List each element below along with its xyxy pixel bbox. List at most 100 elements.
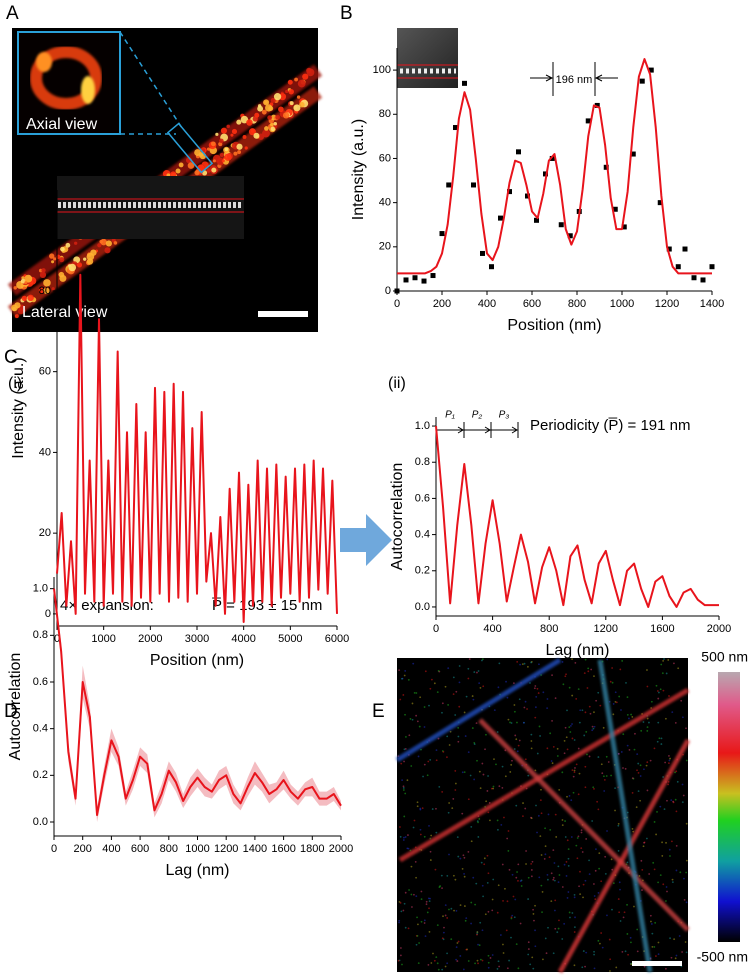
speck bbox=[473, 778, 476, 781]
speck bbox=[573, 964, 576, 967]
spot bbox=[262, 129, 270, 138]
speck bbox=[476, 931, 479, 934]
inset-label: Axial view bbox=[26, 116, 98, 133]
speck bbox=[476, 959, 479, 962]
fiber bbox=[398, 687, 690, 863]
x-tick-label: 1200 bbox=[214, 843, 238, 855]
speck bbox=[604, 872, 607, 875]
speck bbox=[512, 895, 515, 898]
speck bbox=[530, 816, 532, 819]
y-tick-label: 60 bbox=[39, 366, 51, 378]
speck bbox=[514, 734, 517, 737]
speck bbox=[617, 850, 620, 852]
speck bbox=[670, 956, 673, 959]
point bbox=[471, 182, 476, 188]
spot bbox=[97, 243, 102, 248]
speck bbox=[436, 691, 439, 694]
point bbox=[648, 67, 654, 73]
speck bbox=[412, 826, 415, 829]
speck bbox=[510, 722, 513, 724]
speck bbox=[671, 881, 674, 884]
speck bbox=[586, 753, 588, 756]
speck bbox=[530, 747, 533, 750]
speck bbox=[545, 952, 548, 955]
speck bbox=[497, 828, 499, 831]
point bbox=[543, 171, 548, 177]
speck bbox=[426, 774, 429, 777]
speck bbox=[401, 677, 403, 680]
line bbox=[56, 273, 338, 623]
speck bbox=[465, 917, 468, 920]
point bbox=[439, 231, 445, 237]
y-tick-label: 100 bbox=[33, 204, 51, 216]
speck bbox=[574, 661, 577, 664]
speck bbox=[554, 899, 557, 902]
speck bbox=[665, 886, 668, 888]
spot bbox=[68, 263, 77, 272]
speck bbox=[535, 695, 538, 698]
spot bbox=[194, 169, 200, 176]
speck bbox=[567, 857, 570, 860]
speck bbox=[561, 938, 564, 940]
speck bbox=[467, 677, 470, 680]
speck bbox=[637, 790, 640, 793]
spot bbox=[299, 101, 305, 108]
speck bbox=[419, 696, 422, 699]
point bbox=[639, 78, 645, 84]
speck bbox=[566, 897, 569, 899]
speck bbox=[512, 682, 515, 685]
x-tick-label: 6000 bbox=[325, 633, 349, 645]
speck bbox=[526, 708, 528, 710]
speck bbox=[419, 808, 422, 811]
speck bbox=[614, 691, 617, 694]
spot bbox=[237, 150, 242, 154]
speck bbox=[659, 874, 662, 877]
speck bbox=[547, 926, 549, 929]
speck bbox=[477, 962, 479, 965]
spot bbox=[261, 109, 267, 115]
speck bbox=[552, 952, 555, 955]
spot bbox=[273, 122, 277, 126]
speck bbox=[519, 922, 522, 925]
y-tick-label: 0.4 bbox=[33, 723, 48, 735]
speck bbox=[524, 700, 527, 703]
speck bbox=[563, 739, 566, 742]
speck bbox=[448, 744, 451, 746]
speck bbox=[610, 858, 613, 861]
speck bbox=[543, 858, 546, 860]
speck bbox=[666, 799, 668, 802]
speck bbox=[577, 793, 580, 796]
speck bbox=[478, 944, 481, 947]
spot bbox=[51, 260, 55, 264]
speck bbox=[502, 900, 504, 902]
speck bbox=[435, 831, 438, 834]
speck bbox=[437, 669, 440, 672]
speck bbox=[652, 861, 655, 864]
speck bbox=[540, 788, 542, 791]
speck bbox=[418, 942, 420, 944]
speck bbox=[457, 735, 460, 738]
speck bbox=[589, 712, 592, 715]
speck bbox=[442, 915, 444, 918]
speck bbox=[478, 770, 481, 773]
speck bbox=[516, 871, 518, 873]
speck bbox=[538, 876, 541, 879]
speck bbox=[600, 932, 603, 934]
speck bbox=[585, 838, 588, 840]
spot bbox=[275, 114, 281, 120]
speck bbox=[582, 883, 585, 886]
speck bbox=[498, 965, 501, 968]
speck bbox=[525, 863, 527, 865]
speck bbox=[426, 911, 429, 914]
y-tick-label: 60 bbox=[379, 152, 391, 164]
speck bbox=[650, 920, 652, 923]
speck bbox=[487, 966, 490, 969]
speck bbox=[595, 848, 597, 851]
speck bbox=[656, 690, 659, 692]
speck bbox=[661, 841, 663, 844]
speck bbox=[453, 909, 455, 912]
speck bbox=[407, 847, 410, 850]
speck bbox=[524, 807, 527, 810]
speck bbox=[593, 895, 596, 897]
speck bbox=[471, 727, 474, 729]
